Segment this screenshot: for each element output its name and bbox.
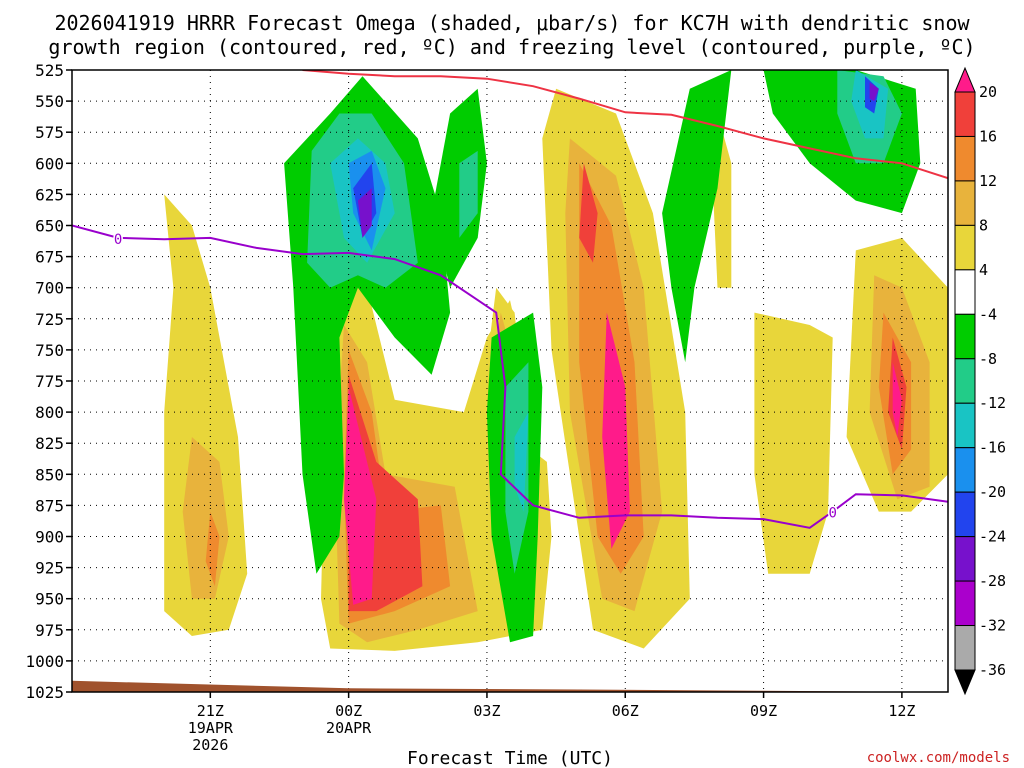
y-tick-label: 675 <box>35 248 64 267</box>
omega-region-neg-c-m12 <box>514 412 529 512</box>
y-tick-label: 1000 <box>25 652 64 671</box>
colorbar-label: 8 <box>979 216 988 234</box>
y-tick-label: 625 <box>35 185 64 204</box>
freezing-level-label: 0 <box>829 506 837 522</box>
x-tick-label: 19APR <box>188 719 234 737</box>
colorbar-label: 4 <box>979 261 988 279</box>
colorbar-swatch <box>954 269 976 315</box>
colorbar-swatch <box>954 224 976 271</box>
omega-region-pos-east-4 <box>754 312 833 574</box>
y-axis: 525 550 575 600 625 650 675 700 725 750 775 800 825 8… <box>25 61 72 702</box>
colorbar-swatch <box>954 447 976 493</box>
freezing-level-line <box>72 224 948 529</box>
y-tick-label: 775 <box>35 372 64 391</box>
y-tick-label: 850 <box>35 465 64 484</box>
y-tick-label: 650 <box>35 217 64 236</box>
y-tick-label: 575 <box>35 123 64 142</box>
omega-region-pos-right-16 <box>579 163 598 263</box>
x-tick-label: 09Z <box>750 702 777 720</box>
x-tick-label: 03Z <box>473 702 500 720</box>
y-tick-label: 550 <box>35 92 64 111</box>
chart-title-line-2: growth region (contoured, red, ºC) and f… <box>48 35 975 59</box>
colorbar-label: -28 <box>979 572 1006 590</box>
colorbar-swatch <box>954 580 976 627</box>
plot-area: 00 <box>71 69 949 693</box>
colorbar-swatch <box>954 491 976 538</box>
terrain-surface <box>72 680 948 692</box>
omega-region-pos-right-20 <box>602 312 630 549</box>
colorbar-label: 16 <box>979 127 997 145</box>
colorbar-swatch <box>954 135 976 182</box>
colorbar-swatch <box>954 536 976 582</box>
colorbar-label: -16 <box>979 439 1006 457</box>
colorbar-label: -36 <box>979 661 1006 679</box>
x-tick-label: 2026 <box>192 736 228 754</box>
freezing-level-label: 0 <box>114 232 122 248</box>
colorbar-swatch <box>954 91 976 137</box>
omega-region-neg-e-m24 <box>869 82 879 102</box>
y-tick-label: 825 <box>35 434 64 453</box>
colorbar-legend: 20 16 12 8 4 -4 -8 -12 -16 -20 -24 -28 -32 -36 <box>954 66 1006 696</box>
y-tick-label: 900 <box>35 528 64 547</box>
omega-region-pos-east-20 <box>892 362 902 437</box>
y-tick-label: 725 <box>35 310 64 329</box>
y-tick-label: 700 <box>35 279 64 298</box>
colorbar-label: -12 <box>979 394 1006 412</box>
y-tick-label: 875 <box>35 496 64 515</box>
y-tick-label: 525 <box>35 61 64 80</box>
chart-title-line-1: 2026041919 HRRR Forecast Omega (shaded, … <box>54 11 970 35</box>
colorbar-swatch <box>954 180 976 226</box>
colorbar-label: -24 <box>979 528 1006 546</box>
colorbar-swatch <box>954 313 976 360</box>
omega-region-neg-d-m4 <box>662 70 732 363</box>
colorbar-label: -8 <box>979 350 997 368</box>
colorbar-label: -4 <box>979 305 997 323</box>
y-tick-label: 750 <box>35 341 64 360</box>
colorbar-label: -32 <box>979 617 1006 635</box>
colorbar-cap-top <box>954 66 976 93</box>
x-axis-title: Forecast Time (UTC) <box>407 748 613 768</box>
y-tick-label: 600 <box>35 154 64 173</box>
credit-text: coolwx.com/models <box>867 750 1010 766</box>
dgz-contour-line <box>302 70 948 180</box>
x-tick-label: 21Z <box>197 702 224 720</box>
y-tick-label: 950 <box>35 590 64 609</box>
colorbar-label: -20 <box>979 483 1006 501</box>
omega-region-neg-b-m4 <box>431 88 487 288</box>
colorbar-swatch <box>954 358 976 404</box>
colorbar-swatch <box>954 625 976 671</box>
omega-region-pos-main-20 <box>344 387 377 605</box>
colorbar-swatch <box>954 402 976 449</box>
y-tick-label: 975 <box>35 621 64 640</box>
colorbar-label: 20 <box>979 83 997 101</box>
y-tick-label: 1025 <box>25 683 64 702</box>
colorbar-label: 12 <box>979 172 997 190</box>
x-tick-label: 06Z <box>612 702 639 720</box>
y-tick-label: 925 <box>35 559 64 578</box>
colorbar-cap-bottom <box>954 669 976 696</box>
omega-region-neg-a-m24 <box>357 188 372 238</box>
plot-inner: 00 <box>72 70 948 692</box>
y-tick-label: 800 <box>35 403 64 422</box>
x-tick-label: 20APR <box>326 719 372 737</box>
x-tick-label: 12Z <box>888 702 915 720</box>
x-tick-label: 00Z <box>335 702 362 720</box>
